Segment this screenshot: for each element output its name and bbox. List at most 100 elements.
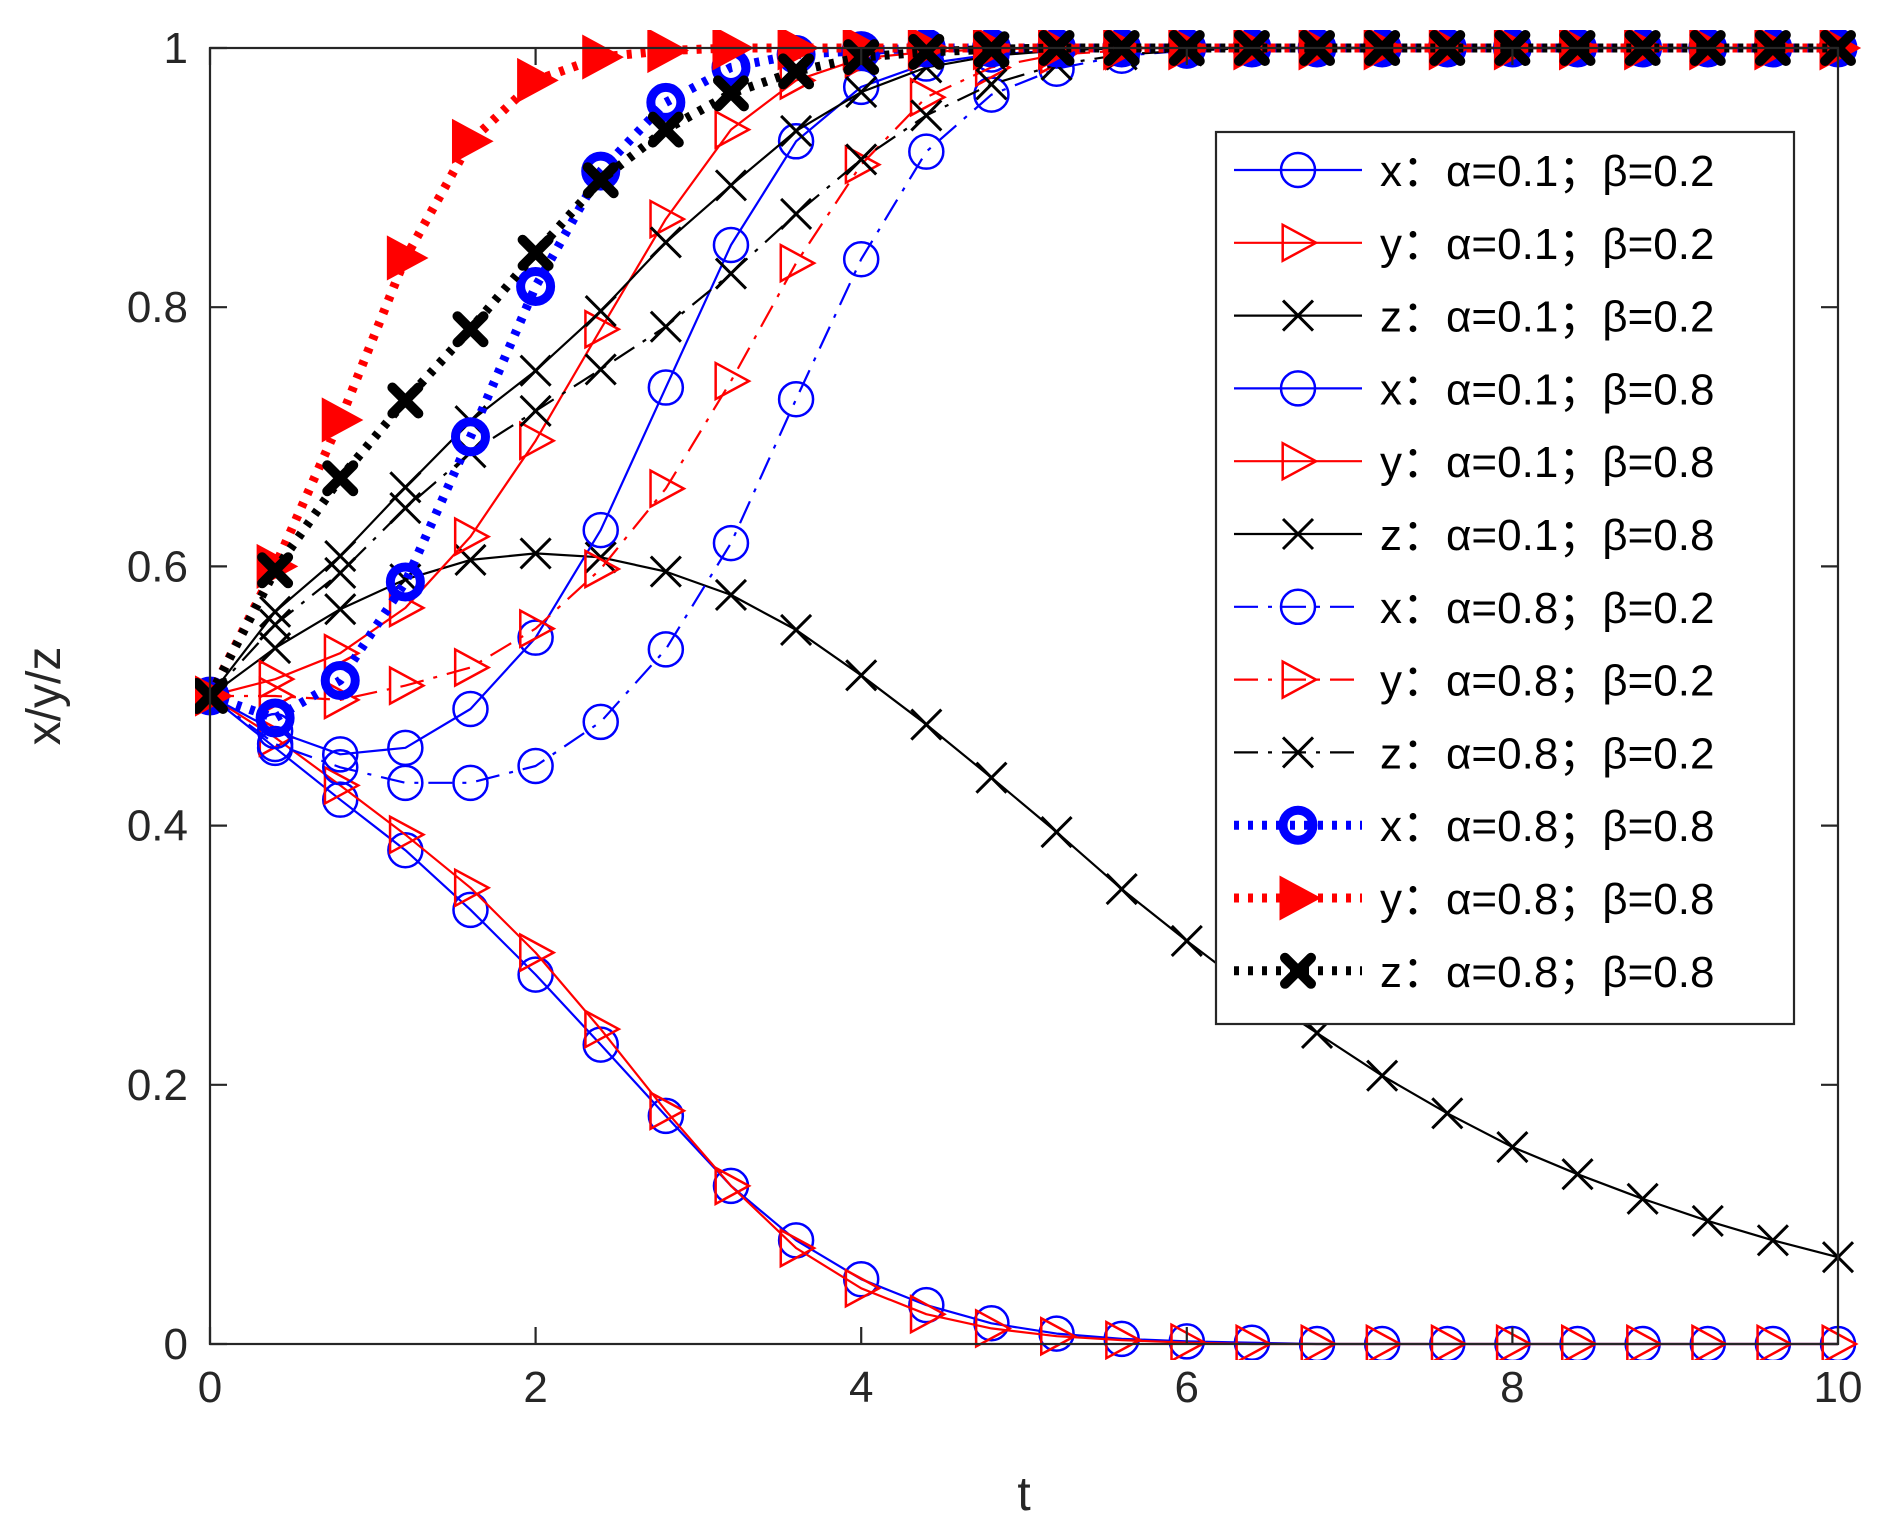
data-point <box>714 1165 752 1206</box>
data-point <box>1105 1320 1143 1360</box>
data-point <box>649 310 682 343</box>
data-point <box>1691 1204 1724 1237</box>
legend-marker <box>1279 588 1317 626</box>
data-point <box>844 144 882 185</box>
data-point <box>519 420 557 461</box>
data-point <box>1040 816 1073 849</box>
data-point <box>647 631 685 668</box>
legend-marker <box>1278 805 1318 845</box>
data-point <box>259 595 292 628</box>
legend-label: x：α=0.1；β=0.2 <box>1380 147 1714 196</box>
data-point <box>519 608 557 649</box>
data-point <box>1431 1097 1464 1130</box>
data-point <box>584 1008 622 1050</box>
data-point <box>321 749 359 786</box>
legend-item: x：α=0.1；β=0.8 <box>1234 365 1714 414</box>
data-point <box>974 1308 1013 1349</box>
data-point <box>388 665 426 706</box>
data-point <box>453 867 492 908</box>
data-point <box>649 226 682 259</box>
legend-label: y：α=0.8；β=0.8 <box>1380 875 1714 924</box>
data-point <box>1756 1224 1789 1257</box>
data-point <box>517 619 554 656</box>
data-point <box>973 31 1010 68</box>
legend-label: z：α=0.1；β=0.8 <box>1380 511 1714 560</box>
legend-item: z：α=0.1；β=0.8 <box>1234 511 1714 560</box>
x-tick-label: 0 <box>198 1363 222 1412</box>
data-point <box>255 698 295 738</box>
legend-item: z：α=0.8；β=0.8 <box>1234 948 1714 997</box>
data-point <box>519 932 557 973</box>
data-point <box>779 1227 817 1269</box>
data-point <box>324 539 357 573</box>
legend-item: y：α=0.8；β=0.2 <box>1234 657 1714 706</box>
legend-marker <box>1281 659 1319 700</box>
data-point <box>909 1294 947 1335</box>
data-point <box>649 1090 687 1131</box>
data-point <box>1170 924 1203 958</box>
data-point <box>649 198 687 240</box>
data-point <box>584 548 622 590</box>
legend-item: x：α=0.1；β=0.2 <box>1234 147 1714 196</box>
x-axis-label: t <box>1017 1468 1030 1521</box>
legend-marker <box>1281 441 1319 482</box>
legend-item: z：α=0.8；β=0.2 <box>1234 729 1714 778</box>
data-point <box>584 309 622 350</box>
data-point <box>647 30 689 74</box>
data-point <box>1626 1182 1659 1215</box>
data-point <box>647 1097 685 1135</box>
data-point <box>845 76 878 109</box>
legend-label: z：α=0.1；β=0.2 <box>1380 293 1714 342</box>
data-point <box>842 1260 880 1298</box>
data-point <box>712 524 750 562</box>
data-point <box>321 397 364 443</box>
data-point <box>908 133 945 170</box>
data-point <box>385 562 425 602</box>
legend-label: z：α=0.8；β=0.2 <box>1380 729 1714 778</box>
legend-marker <box>1279 370 1317 407</box>
data-point <box>777 123 815 160</box>
legend-item: y：α=0.8；β=0.8 <box>1234 875 1714 924</box>
legend-item: y：α=0.1；β=0.8 <box>1234 438 1714 487</box>
data-point <box>714 257 748 290</box>
data-point <box>973 1305 1010 1342</box>
legend-box <box>1214 130 1796 1026</box>
data-point <box>321 736 359 773</box>
data-point <box>714 578 748 611</box>
data-point <box>324 593 357 626</box>
data-point <box>647 111 684 148</box>
legend-item: y：α=0.1；β=0.2 <box>1234 220 1714 269</box>
data-point <box>1105 873 1138 906</box>
data-point <box>321 781 359 818</box>
data-point <box>516 266 556 306</box>
data-point <box>386 235 429 281</box>
data-point <box>517 57 559 103</box>
data-point <box>324 556 357 589</box>
axes-box <box>208 46 1840 1346</box>
data-point <box>584 353 617 386</box>
legend-label: x：α=0.8；β=0.8 <box>1380 802 1714 851</box>
data-point <box>389 492 422 525</box>
data-point <box>256 725 294 763</box>
legend-marker <box>1281 222 1319 263</box>
y-tick-label: 0.8 <box>127 283 188 332</box>
data-point <box>780 613 813 646</box>
legend-marker <box>1281 517 1315 551</box>
data-point <box>519 394 552 427</box>
data-point <box>649 468 687 509</box>
data-point <box>387 764 424 802</box>
series-line <box>209 552 1839 1259</box>
data-point <box>910 99 943 132</box>
data-point <box>387 831 424 869</box>
y-tick-label: 0.6 <box>127 542 188 591</box>
data-point <box>779 243 817 284</box>
data-point <box>909 77 947 118</box>
data-point <box>842 240 880 278</box>
legend-marker <box>1279 151 1317 189</box>
data-point <box>910 708 943 741</box>
data-point <box>1496 1130 1529 1164</box>
data-point <box>712 226 750 264</box>
data-point <box>517 234 554 271</box>
data-point <box>908 33 945 70</box>
